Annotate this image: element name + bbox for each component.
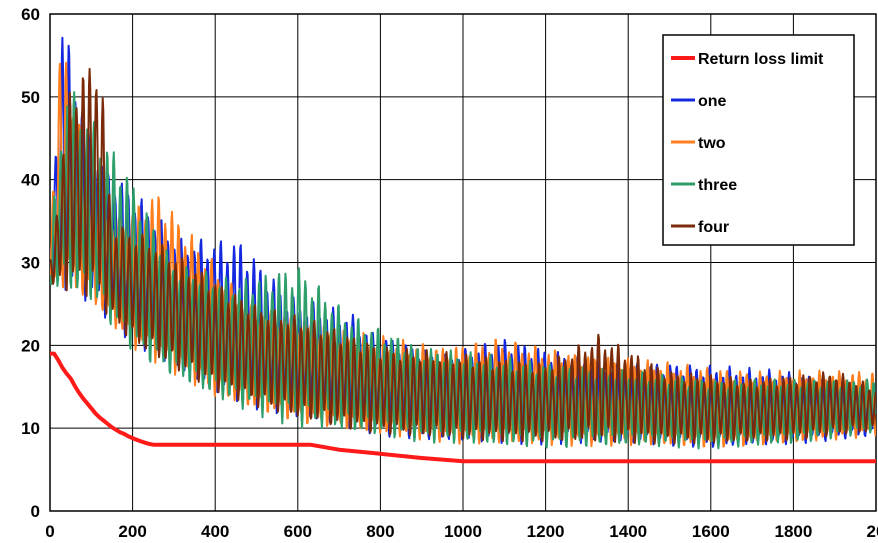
- legend-label: two: [698, 135, 726, 152]
- x-tick-label: 1600: [692, 522, 730, 541]
- x-tick-label: 200: [118, 522, 146, 541]
- legend-label: four: [698, 219, 729, 236]
- y-tick-label: 0: [31, 502, 40, 521]
- x-tick-label: 600: [284, 522, 312, 541]
- x-tick-label: 20: [867, 522, 878, 541]
- y-tick-label: 40: [21, 171, 40, 190]
- series-line-return-loss-limit: [50, 351, 876, 464]
- legend-box: [662, 34, 855, 246]
- legend-label: one: [698, 93, 727, 110]
- x-tick-label: 1400: [609, 522, 647, 541]
- x-tick-label: 1800: [774, 522, 812, 541]
- chart-series: [50, 36, 876, 464]
- x-tick-label: 1200: [527, 522, 565, 541]
- legend-label: Return loss limit: [698, 51, 824, 68]
- y-tick-label: 10: [21, 419, 40, 438]
- x-tick-label: 400: [201, 522, 229, 541]
- y-tick-label: 30: [21, 254, 40, 273]
- y-tick-label: 50: [21, 88, 40, 107]
- x-tick-label: 0: [45, 522, 54, 541]
- chart-legend: Return loss limit one two three four: [662, 34, 855, 246]
- series-line-four: [50, 67, 876, 445]
- y-tick-label: 20: [21, 336, 40, 355]
- x-tick-label: 1000: [444, 522, 482, 541]
- y-tick-label: 60: [21, 5, 40, 24]
- x-tick-label: 800: [366, 522, 394, 541]
- legend-label: three: [698, 177, 737, 194]
